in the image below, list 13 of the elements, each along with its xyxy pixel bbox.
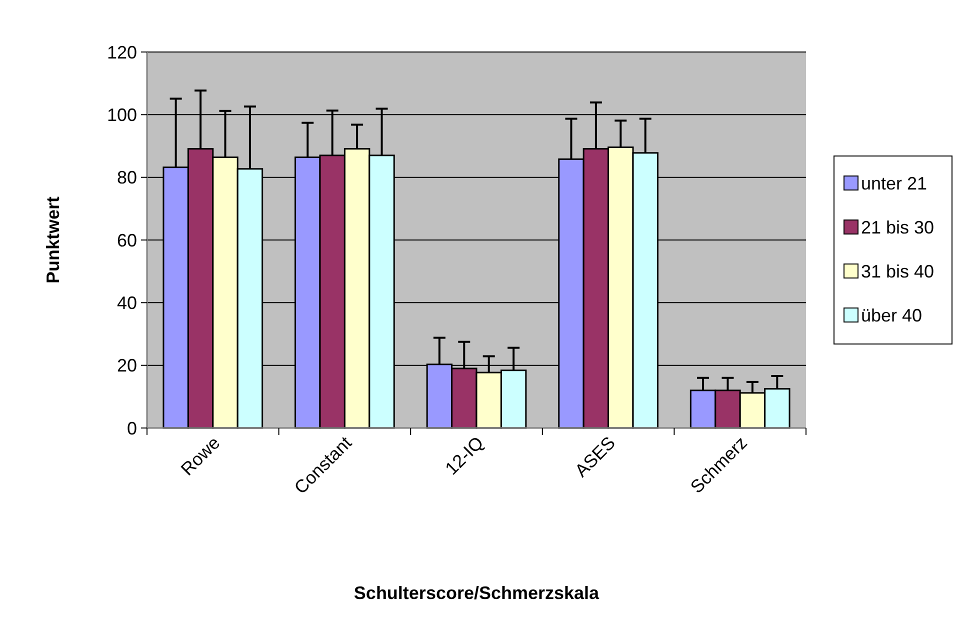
y-tick-label: 20 — [116, 356, 137, 376]
legend-label: unter 21 — [861, 173, 928, 194]
y-tick-label: 80 — [116, 168, 137, 188]
y-tick-label: 0 — [126, 418, 137, 438]
legend-label: 21 bis 30 — [861, 217, 934, 238]
y-tick-label: 120 — [106, 42, 137, 62]
y-tick-label: 40 — [116, 292, 137, 313]
x-axis-title: Schulterscore/Schmerzskala — [354, 582, 600, 603]
y-tick-label: 100 — [106, 104, 137, 125]
y-axis-title: Punktwert — [43, 196, 63, 284]
y-tick-label: 60 — [116, 230, 137, 250]
legend-label: 31 bis 40 — [861, 261, 934, 282]
legend-label: über 40 — [861, 305, 922, 326]
